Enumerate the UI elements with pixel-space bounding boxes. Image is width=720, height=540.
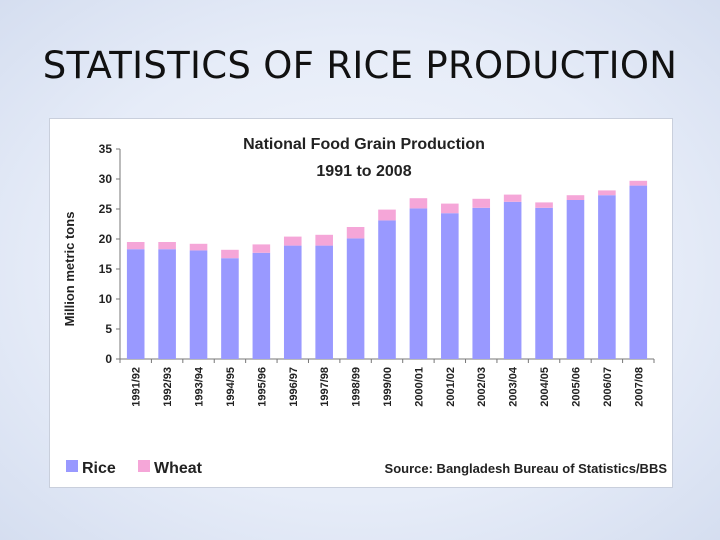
bar-wheat [629, 180, 648, 186]
chart-subtitle: 1991 to 2008 [316, 163, 411, 180]
bar-wheat [409, 198, 428, 209]
x-tick-label: 1999/00 [382, 367, 394, 407]
legend-swatch-rice [66, 460, 78, 472]
x-tick-label: 2007/08 [633, 367, 645, 407]
bar-rice [283, 245, 302, 359]
y-tick-label: 25 [99, 202, 113, 216]
y-axis-label: Million metric tons [62, 212, 77, 327]
x-tick-label: 2004/05 [539, 367, 551, 407]
bar-wheat [346, 227, 365, 239]
legend: Rice Wheat [66, 460, 203, 477]
slide-title: STATISTICS OF RICE PRODUCTION [42, 44, 678, 87]
bar-rice [566, 200, 585, 359]
bar-wheat [598, 190, 616, 196]
y-tick-label: 30 [99, 172, 113, 186]
bar-wheat [283, 236, 302, 246]
x-tick-label: 2006/07 [602, 367, 614, 407]
x-tick-label: 2003/04 [508, 366, 520, 407]
x-tick-label: 1997/98 [319, 367, 331, 407]
x-tick-label: 2002/03 [476, 367, 488, 407]
x-tick-label: 2001/02 [445, 367, 457, 407]
bar-wheat [126, 242, 145, 250]
bar-wheat [535, 202, 553, 208]
bar-rice [315, 245, 333, 359]
bar-rice [472, 207, 491, 359]
y-tick-label: 5 [105, 322, 112, 336]
bar-rice [346, 238, 365, 359]
chart-title: National Food Grain Production [243, 136, 485, 153]
x-tick-label: 1993/94 [194, 366, 206, 407]
bar-rice [503, 201, 522, 359]
bar-rice [441, 213, 459, 359]
bar-rice [378, 220, 396, 359]
stacked-bar-chart: National Food Grain Production 1991 to 2… [62, 136, 668, 477]
y-tick-label: 10 [99, 292, 113, 306]
bar-rice [252, 252, 271, 359]
bar-rice [158, 249, 176, 359]
bar-wheat [472, 198, 491, 208]
bar-wheat [252, 244, 271, 253]
x-tick-label: 1991/92 [131, 367, 143, 407]
legend-label-rice: Rice [82, 460, 116, 477]
y-tick-label: 35 [99, 142, 113, 156]
bar-rice [126, 249, 145, 359]
bar-rice [535, 207, 553, 359]
bar-wheat [221, 249, 239, 259]
y-tick-label: 20 [99, 232, 113, 246]
bar-rice [598, 195, 616, 359]
y-tick-label: 15 [99, 262, 113, 276]
bar-wheat [441, 203, 459, 214]
x-tick-label: 2000/01 [413, 367, 425, 407]
bar-wheat [503, 194, 522, 202]
bar-wheat [189, 243, 208, 251]
legend-swatch-wheat [138, 460, 150, 472]
bar-wheat [566, 195, 585, 200]
plot-area: 0 5 10 15 20 25 30 35 1991/92 1992/93 1993/94 1994/… [99, 142, 655, 407]
bar-rice [189, 250, 208, 359]
y-tick-label: 0 [105, 352, 112, 366]
x-tick-label: 1992/93 [162, 367, 174, 407]
bar-wheat [378, 209, 396, 221]
legend-label-wheat: Wheat [154, 460, 203, 477]
source-note: Source: Bangladesh Bureau of Statistics/… [385, 461, 668, 476]
x-tick-label: 2005/06 [570, 367, 582, 407]
x-tick-label: 1995/96 [256, 367, 268, 407]
x-tick-label: 1996/97 [288, 367, 300, 407]
bar-rice [409, 208, 428, 359]
x-tick-label: 1998/99 [351, 367, 363, 407]
bar-wheat [158, 242, 176, 250]
bar-rice [629, 185, 648, 359]
bar-rice [221, 258, 239, 359]
x-tick-label: 1994/95 [225, 367, 237, 407]
chart-frame: National Food Grain Production 1991 to 2… [49, 118, 673, 488]
bar-wheat [315, 234, 333, 246]
